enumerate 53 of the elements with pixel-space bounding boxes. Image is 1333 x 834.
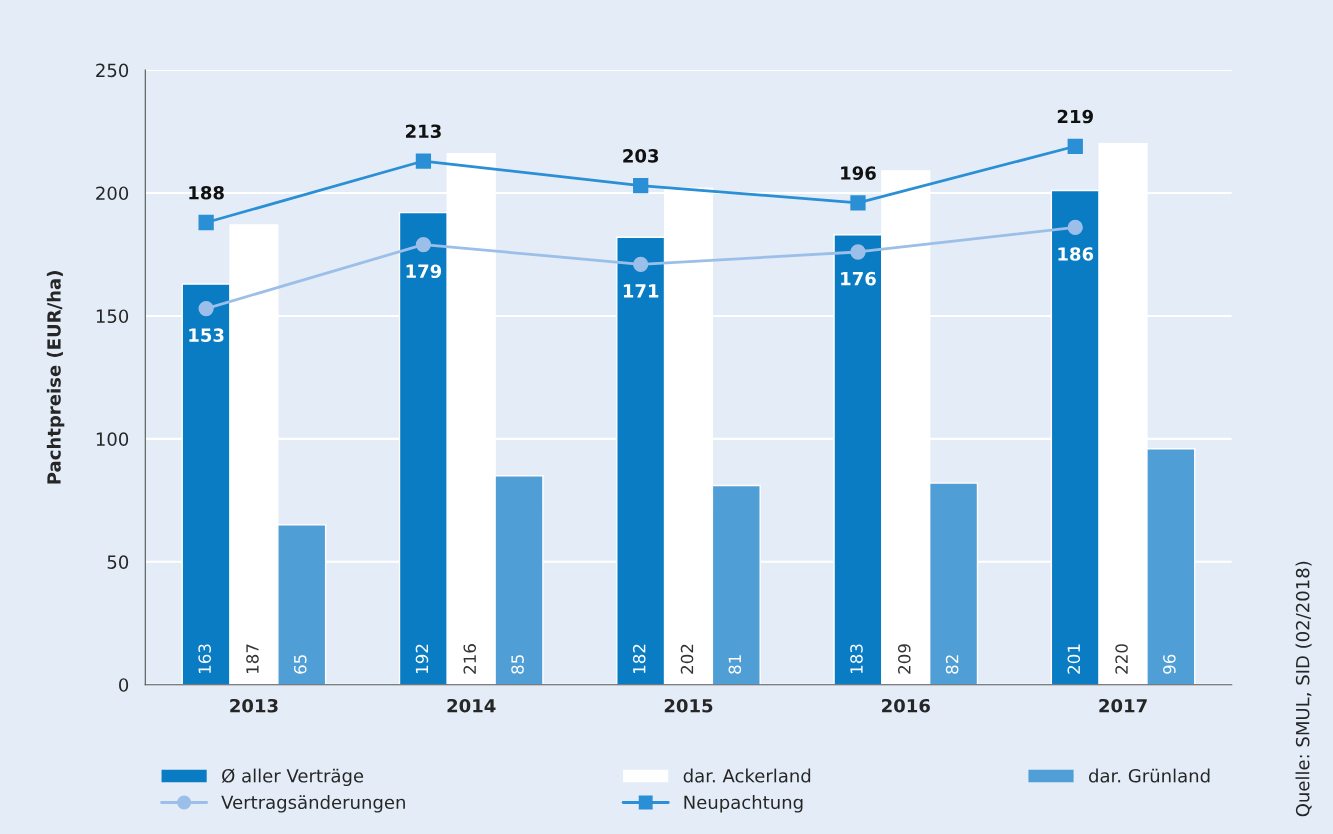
point bbox=[850, 244, 866, 260]
point bbox=[198, 300, 214, 317]
data-label: 65 bbox=[293, 655, 307, 674]
legend-label: Vertragsänderungen bbox=[221, 795, 405, 813]
y-tick-label: 200 bbox=[96, 186, 129, 201]
y-tick-label: 250 bbox=[96, 63, 129, 78]
data-label: 176 bbox=[841, 271, 876, 286]
data-label: 82 bbox=[945, 655, 959, 674]
point bbox=[415, 236, 432, 253]
data-label: 192 bbox=[415, 644, 429, 674]
y-tick-label: 50 bbox=[107, 555, 129, 569]
data-label: 182 bbox=[632, 644, 646, 674]
y-tick-label: 0 bbox=[119, 678, 129, 692]
legend-label: Neupachtung bbox=[684, 795, 803, 813]
data-label: 209 bbox=[898, 644, 911, 674]
data-label: 163 bbox=[198, 644, 211, 674]
x-tick-label: 2016 bbox=[882, 698, 930, 713]
legend-label: Ø aller Verträge bbox=[222, 768, 364, 787]
point bbox=[633, 177, 649, 194]
data-label: 179 bbox=[406, 264, 442, 279]
x-tick-label: 2017 bbox=[1099, 698, 1147, 713]
data-label: 219 bbox=[1057, 109, 1093, 124]
data-label: 201 bbox=[1067, 644, 1081, 674]
legend-label: dar. Grünland bbox=[1089, 768, 1210, 783]
point bbox=[415, 153, 432, 169]
x-tick-label: 2013 bbox=[230, 698, 278, 713]
data-label: 153 bbox=[189, 328, 224, 342]
y-tick-label: 150 bbox=[96, 309, 129, 324]
legend-label: dar. Ackerland bbox=[683, 768, 811, 783]
data-label: 96 bbox=[1163, 654, 1176, 674]
data-label: 203 bbox=[623, 149, 659, 163]
data-label: 216 bbox=[463, 644, 477, 674]
y-axis-title: Pachtpreise (EUR/ha) bbox=[46, 271, 65, 484]
x-tick-label: 2015 bbox=[664, 698, 713, 713]
point bbox=[1067, 219, 1083, 236]
point bbox=[850, 195, 866, 211]
data-label: 202 bbox=[680, 644, 694, 674]
data-label: 171 bbox=[623, 284, 659, 298]
y-tick-label: 100 bbox=[96, 432, 129, 446]
data-label: 186 bbox=[1058, 247, 1094, 261]
data-label: 213 bbox=[406, 124, 441, 139]
data-label: 183 bbox=[850, 644, 863, 674]
source-note: Quelle: SMUL, SID (02/2018) bbox=[1295, 561, 1312, 817]
x-tick-label: 2014 bbox=[447, 698, 496, 713]
point bbox=[633, 256, 649, 272]
data-label: 85 bbox=[511, 655, 524, 674]
point bbox=[198, 214, 214, 231]
data-label: 188 bbox=[189, 185, 224, 200]
point bbox=[1067, 138, 1083, 154]
data-label: 187 bbox=[246, 644, 259, 674]
data-label: 81 bbox=[728, 655, 742, 674]
data-label: 220 bbox=[1115, 644, 1128, 674]
data-label: 196 bbox=[841, 166, 876, 180]
